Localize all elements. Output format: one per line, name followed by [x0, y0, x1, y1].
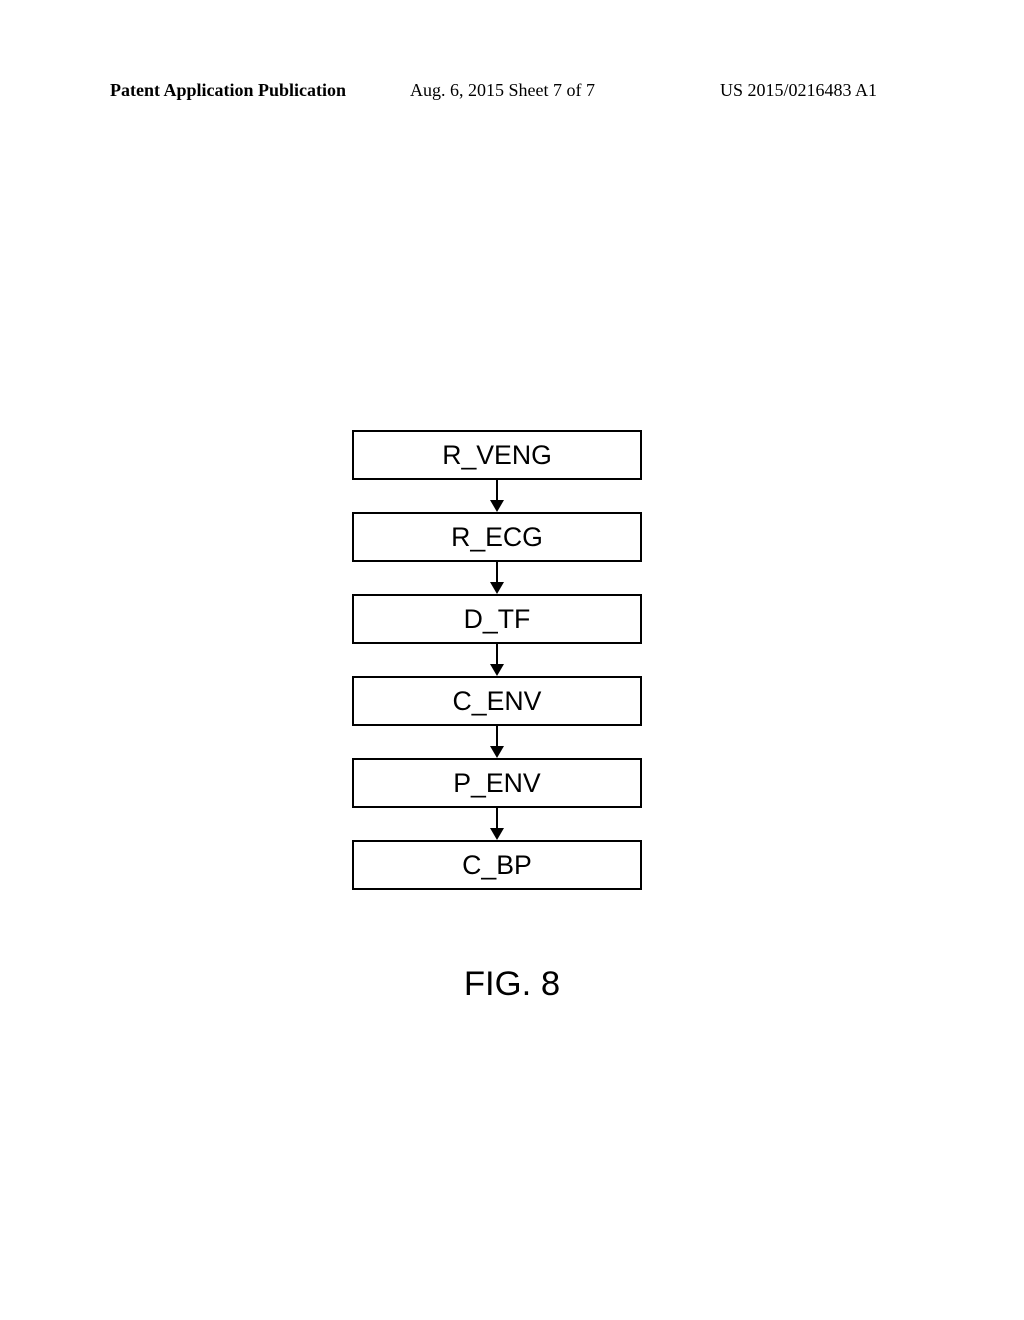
figure-caption-text: FIG. 8 — [464, 965, 560, 1003]
flow-arrow — [352, 726, 642, 758]
arrow-down-icon — [487, 480, 507, 512]
figure-caption: FIG. 8 — [0, 965, 1024, 1004]
flow-node-label: C_ENV — [453, 686, 542, 717]
flow-node-c-env: C_ENV — [352, 676, 642, 726]
flow-node-r-veng: R_VENG — [352, 430, 642, 480]
flow-arrow — [352, 562, 642, 594]
flowchart: R_VENG R_ECG D_TF C_ — [352, 430, 642, 890]
arrow-down-icon — [487, 726, 507, 758]
header-right-text: US 2015/0216483 A1 — [720, 80, 877, 101]
flow-arrow — [352, 480, 642, 512]
flow-node-r-ecg: R_ECG — [352, 512, 642, 562]
arrow-down-icon — [487, 644, 507, 676]
flow-node-label: C_BP — [462, 850, 532, 881]
flow-node-label: P_ENV — [453, 768, 540, 799]
arrow-down-icon — [487, 562, 507, 594]
page: Patent Application Publication Aug. 6, 2… — [0, 0, 1024, 1320]
header-center-text: Aug. 6, 2015 Sheet 7 of 7 — [410, 80, 595, 101]
header-left-text: Patent Application Publication — [110, 80, 346, 101]
flow-node-p-env: P_ENV — [352, 758, 642, 808]
flow-arrow — [352, 644, 642, 676]
flow-node-label: D_TF — [464, 604, 531, 635]
flow-node-c-bp: C_BP — [352, 840, 642, 890]
flow-node-label: R_ECG — [451, 522, 543, 553]
flow-node-label: R_VENG — [442, 440, 552, 471]
arrow-down-icon — [487, 808, 507, 840]
flow-arrow — [352, 808, 642, 840]
flow-node-d-tf: D_TF — [352, 594, 642, 644]
